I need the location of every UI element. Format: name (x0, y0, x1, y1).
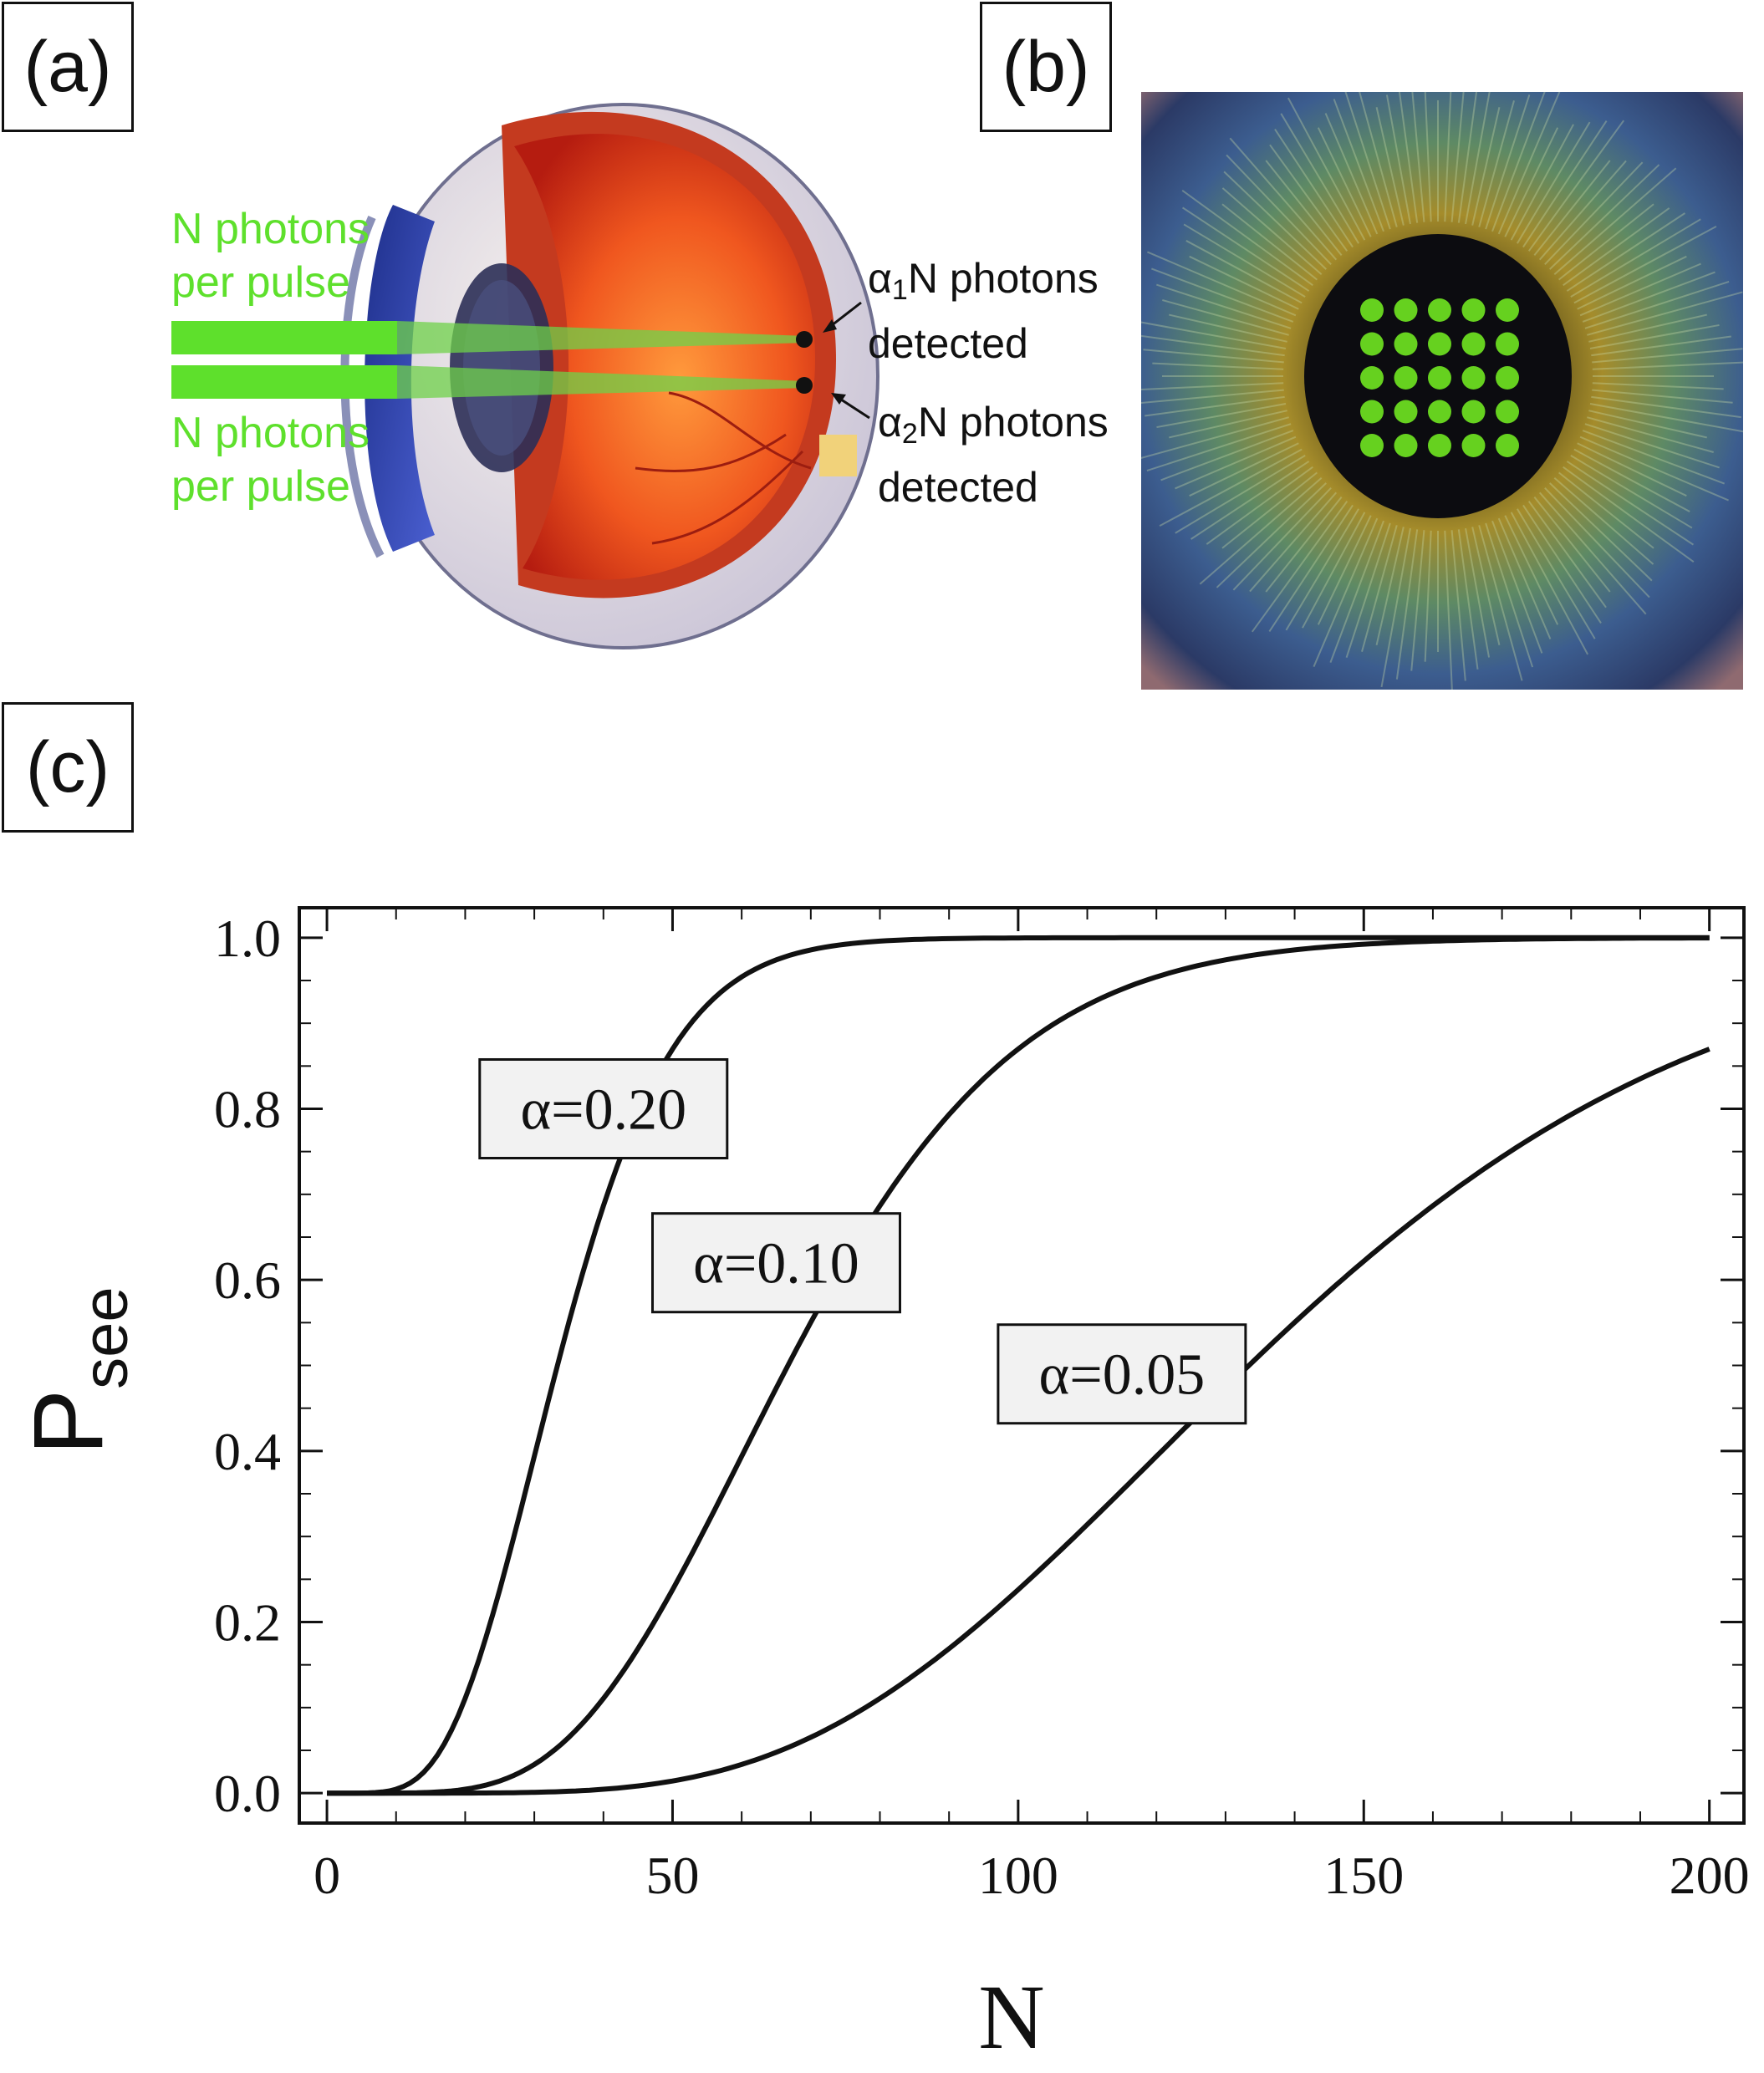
stimulus-dot (1428, 434, 1451, 457)
det1-rest: N photons (907, 255, 1099, 302)
det1-line2: detected (868, 320, 1028, 367)
x-tick-label: 0 (314, 1846, 340, 1905)
beam-bottom-label-line2: per pulse (171, 462, 350, 511)
stimulus-dot (1496, 434, 1519, 457)
series-label: α=0.20 (520, 1077, 686, 1142)
stimulus-dot (1428, 332, 1451, 356)
beam-bottom-label-line1: N photons (171, 409, 370, 457)
beam-top-label-line1: N photons (171, 205, 370, 253)
stimulus-dot (1428, 400, 1451, 424)
y-tick-label: 0.2 (214, 1593, 281, 1653)
stimulus-dot (1496, 366, 1519, 390)
x-tick-label: 100 (978, 1846, 1058, 1905)
y-tick-label: 0.0 (214, 1764, 281, 1823)
stimulus-dot (1394, 434, 1418, 457)
beam-top-label-line2: per pulse (171, 258, 350, 307)
eye-illustration (171, 103, 879, 649)
stimulus-dot (1461, 298, 1486, 322)
stimulus-dot (1461, 366, 1486, 390)
det1-sub: 1 (891, 274, 908, 306)
stimulus-dot (1394, 400, 1418, 424)
curve-alpha-0.05 (327, 1047, 1710, 1796)
stimulus-dot (1496, 298, 1519, 322)
beam-bottom-label: N photons per pulse (171, 406, 370, 513)
y-tick-label: 0.6 (214, 1250, 281, 1310)
y-axis-label-main: P (13, 1389, 124, 1455)
iris-photo (1141, 92, 1743, 690)
y-tick-label: 1.0 (214, 909, 281, 968)
stimulus-dot (1360, 400, 1384, 424)
series-label: α=0.10 (693, 1232, 859, 1296)
det2-rest: N photons (917, 399, 1109, 446)
y-tick-label: 0.4 (214, 1422, 281, 1481)
stimulus-dot (1428, 366, 1451, 390)
stimulus-dot (1496, 332, 1519, 356)
det2-symbol: α (878, 399, 902, 446)
det1-symbol: α (868, 255, 892, 302)
x-tick-label: 150 (1323, 1846, 1404, 1905)
stimulus-dot (1360, 366, 1384, 390)
y-axis-label: Psee (13, 1286, 141, 1454)
curve-alpha-0.1 (327, 935, 1710, 1796)
stimulus-dot (1461, 332, 1486, 356)
stimulus-dot (1360, 332, 1384, 356)
y-tick-label: 0.8 (214, 1079, 281, 1138)
series-label-box (997, 1323, 1247, 1425)
stimulus-dot (1461, 400, 1486, 424)
stimulus-dot (1428, 298, 1451, 322)
x-axis-label: N (978, 1966, 1044, 2068)
series-label-box (478, 1057, 729, 1159)
psee-chart: 0 50 100 150 200 0.0 0.2 0.4 0.6 0.8 1.0 α=0.20 α=0.… (13, 906, 1750, 2068)
stimulus-dot (1496, 400, 1519, 424)
vitreous-body (514, 134, 815, 580)
x-tick-label: 200 (1670, 1846, 1750, 1905)
det2-sub: 2 (901, 418, 918, 450)
panel-label-c: (c) (2, 702, 134, 833)
stimulus-dot (1394, 332, 1418, 356)
stimulus-dot (1394, 366, 1418, 390)
detection-point-2 (796, 377, 813, 394)
series-label-box (650, 1212, 901, 1314)
stimulus-dot (1360, 298, 1384, 322)
y-axis-label-sub: see (70, 1286, 141, 1389)
beam-top (171, 321, 397, 354)
stimulus-dot (1461, 434, 1486, 457)
x-tick-label: 50 (645, 1846, 699, 1905)
beam-bottom (171, 365, 397, 399)
panel-label-b: (b) (980, 2, 1112, 132)
det2-line2: detected (878, 464, 1038, 511)
stimulus-dot (1394, 298, 1418, 322)
detection-label-1: α1N photons detected (868, 252, 1099, 370)
series-label: α=0.05 (1039, 1343, 1206, 1408)
panel-label-a: (a) (2, 2, 134, 132)
beam-top-label: N photons per pulse (171, 202, 370, 309)
detection-label-2: α2N photons detected (878, 395, 1109, 514)
stimulus-dot (1360, 434, 1384, 457)
detection-point-1 (796, 331, 813, 348)
svg-text:Psee: Psee (13, 1286, 141, 1454)
